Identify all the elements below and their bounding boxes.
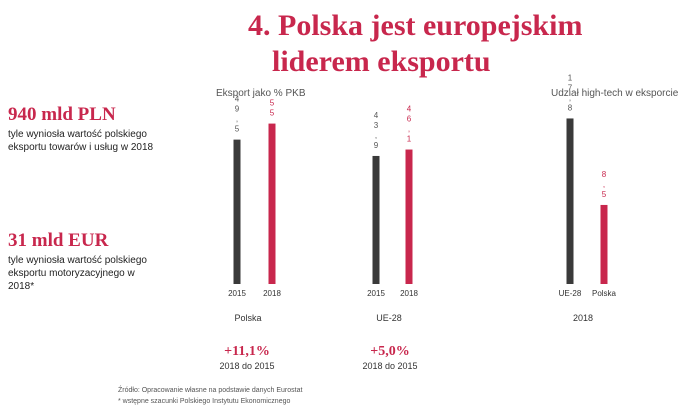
slide-title-line2: liderem eksportu	[272, 45, 491, 78]
kpi-automotive-description: tyle wyniosła wartość polskiego eksportu…	[8, 255, 147, 292]
group-label-2018: 2018	[572, 313, 594, 323]
kpi-export-value: 940 mld PLN	[8, 104, 116, 125]
category-tick-label: 2018	[263, 289, 281, 298]
kpi-automotive-value: 31 mld EUR	[8, 230, 109, 251]
category-tick-label: 2018	[400, 289, 418, 298]
bar-value-label: 8,5	[602, 170, 607, 199]
group-label-ue28: UE-28	[376, 313, 402, 323]
category-tick-label: 2015	[228, 289, 246, 298]
category-tick-label: 2015	[367, 289, 385, 298]
bar-polska-2018	[268, 123, 276, 284]
kpi-export-description: tyle wyniosła wartość polskiego eksportu…	[8, 129, 154, 153]
growth-ue28-sub: 2018 do 2015	[362, 361, 418, 371]
footnote-source: Źródło: Opracowanie własne na podstawie …	[118, 387, 303, 394]
growth-ue28: +5,0%	[370, 344, 410, 359]
group-label-polska: Polska	[234, 313, 262, 323]
slide-title-line1: 4. Polska jest europejskim	[248, 9, 583, 42]
bar-2018-ue-28	[566, 118, 574, 285]
category-tick-label: UE-28	[559, 289, 582, 298]
growth-polska: +11,1%	[224, 344, 270, 359]
bar-2018-polska	[600, 204, 608, 284]
bar-polska-2015	[233, 139, 241, 284]
category-tick-label: Polska	[592, 289, 617, 298]
growth-polska-sub: 2018 do 2015	[219, 361, 275, 371]
section-label-hightech: Udział high-tech w eksporcie	[551, 88, 679, 99]
bar-ue-28-2018	[405, 149, 413, 284]
bar-ue-28-2015	[372, 155, 380, 284]
footnote-estimate: * wstępne szacunki Polskiego Instytutu E…	[118, 398, 291, 405]
slide-title: 4. Polska jest europejskim liderem ekspo…	[248, 8, 688, 80]
section-label-export: Eksport jako % PKB	[216, 88, 306, 99]
